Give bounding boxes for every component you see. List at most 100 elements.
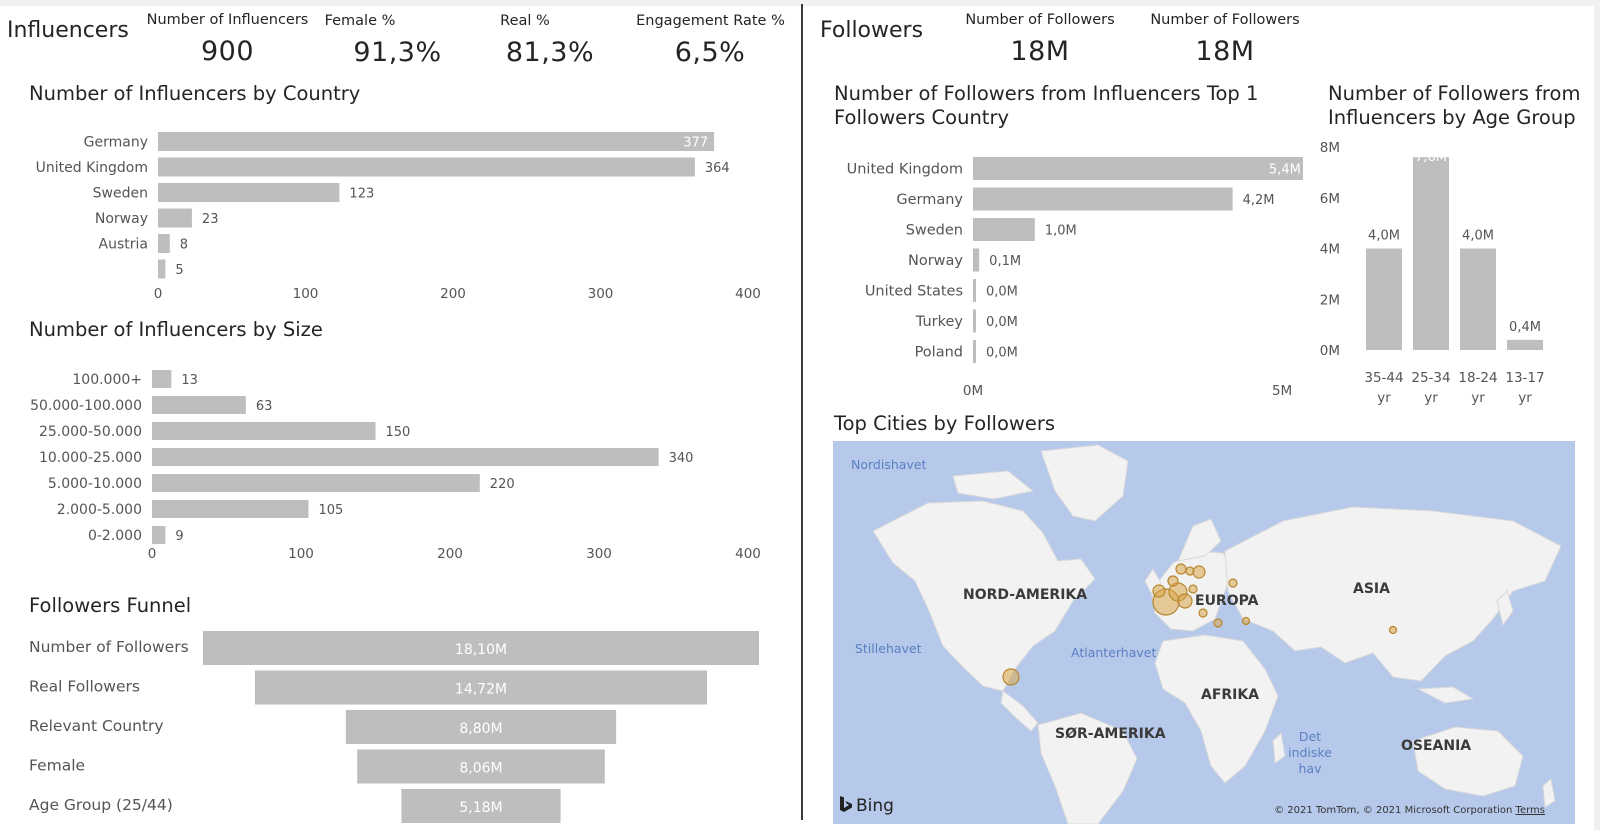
bar[interactable]: [158, 208, 192, 228]
top-cities-map[interactable]: Nordishavet Stillehavet Atlanterhavet De…: [833, 441, 1575, 824]
kpi-number-of-followers-label-2: Number of Followers: [1150, 12, 1300, 28]
funnel-chart-title: Followers Funnel: [29, 594, 192, 617]
bar[interactable]: [973, 248, 980, 272]
bar[interactable]: [158, 183, 340, 202]
bar[interactable]: [973, 340, 976, 363]
data-label: 23: [202, 212, 219, 227]
funnel-stage-label: Number of Followers: [29, 638, 189, 656]
bing-label: Bing: [856, 796, 894, 816]
right-edge: [1594, 0, 1600, 830]
city-bubble[interactable]: [1177, 593, 1193, 609]
bar[interactable]: [158, 157, 695, 177]
kpi-female-label: Female %: [324, 13, 396, 29]
column[interactable]: [1460, 248, 1496, 351]
bar[interactable]: [152, 370, 172, 388]
city-bubble[interactable]: [1241, 616, 1251, 626]
bar[interactable]: [152, 396, 246, 414]
bar[interactable]: [152, 474, 480, 492]
funnel-stage-label: Age Group (25/44): [29, 796, 173, 814]
continent-label-afrika: AFRIKA: [1201, 687, 1260, 703]
funnel-stage[interactable]: [357, 749, 605, 784]
continent-label-sor-amerika: SØR-AMERIKA: [1055, 726, 1166, 742]
bar[interactable]: [973, 279, 976, 302]
map-terms-link[interactable]: Terms: [1515, 805, 1545, 816]
country-bar-chart: Germany 377 United Kingdom 364 Sweden 123 Norw…: [36, 132, 761, 302]
city-bubble[interactable]: [1188, 584, 1198, 594]
bar[interactable]: [973, 157, 1303, 180]
tick-label: 400: [735, 286, 761, 302]
size-chart-title: Number of Influencers by Size: [29, 318, 323, 341]
category-label: 10.000-25.000: [39, 450, 142, 466]
tick-label: 100: [288, 546, 314, 562]
data-label: 364: [705, 161, 730, 176]
kpi-real-value: 81,3%: [505, 37, 595, 68]
category-label: Norway: [908, 253, 963, 269]
data-label: 8: [180, 238, 188, 253]
city-bubble[interactable]: [1192, 565, 1206, 579]
size-bar-chart: 100.000+ 13 50.000-100.000 63 25.000-50.000 1…: [30, 370, 761, 562]
city-bubble[interactable]: [1228, 578, 1238, 588]
ocean-label-atlanterhavet: Atlanterhavet: [1071, 645, 1157, 660]
funnel-stage[interactable]: [203, 631, 759, 665]
city-bubble[interactable]: [1167, 575, 1179, 587]
ocean-label-stillehavet: Stillehavet: [855, 641, 922, 656]
city-bubble[interactable]: [1152, 584, 1166, 598]
map-title: Top Cities by Followers: [834, 412, 1056, 435]
funnel-stage[interactable]: [401, 789, 561, 823]
column[interactable]: [1413, 157, 1449, 350]
column[interactable]: [1507, 339, 1543, 350]
followers-age-chart-title: Number of Followers from Influencers by …: [1328, 82, 1581, 129]
bar[interactable]: [152, 422, 376, 440]
category-label: Sweden: [906, 223, 963, 239]
funnel-value-label: 5,18M: [459, 800, 502, 816]
followers-section-title: Followers: [820, 18, 924, 43]
funnel-value-label: 8,06M: [459, 761, 502, 777]
funnel-stage-label: Female: [29, 757, 85, 775]
bar[interactable]: [973, 309, 976, 333]
data-label: 0,0M: [986, 346, 1018, 361]
bar[interactable]: [152, 448, 659, 466]
funnel-stage[interactable]: [254, 670, 708, 705]
category-label: 25-34: [1411, 370, 1450, 386]
data-label: 220: [490, 477, 515, 492]
bing-icon: [840, 796, 852, 812]
data-label: 0,0M: [986, 315, 1018, 330]
bar[interactable]: [152, 526, 166, 544]
data-label: 0,4M: [1509, 320, 1541, 335]
kpi-female-value: 91,3%: [353, 37, 442, 68]
bar[interactable]: [158, 259, 166, 279]
funnel-value-label: 14,72M: [455, 682, 507, 698]
data-label: 340: [669, 451, 694, 466]
tick-label: 200: [440, 286, 466, 302]
category-label: United States: [865, 284, 963, 300]
city-bubble[interactable]: [1213, 618, 1223, 628]
data-label: 4,0M: [1368, 229, 1400, 244]
category-label: 100.000+: [72, 372, 142, 388]
city-bubble[interactable]: [1175, 563, 1187, 575]
bar[interactable]: [158, 132, 715, 151]
city-bubble[interactable]: [1198, 608, 1208, 618]
tick-label: 0: [154, 286, 163, 302]
bar[interactable]: [158, 234, 170, 253]
funnel-stage[interactable]: [345, 710, 617, 744]
kpi-number-of-influencers-label: Number of Influencers: [146, 12, 309, 28]
bar[interactable]: [152, 500, 309, 518]
category-label-unit: yr: [1377, 390, 1391, 406]
city-bubble[interactable]: [1002, 668, 1020, 686]
bar[interactable]: [973, 187, 1233, 211]
funnel-stage-label: Real Followers: [29, 678, 140, 696]
top-band: [0, 0, 1600, 6]
column[interactable]: [1366, 248, 1402, 351]
data-label: 4,0M: [1462, 229, 1494, 244]
tick-label: 5M: [1272, 383, 1292, 399]
data-label: 13: [181, 373, 198, 388]
ocean-label-det-indiske-hav: Det indiske hav: [1288, 729, 1332, 776]
data-label: 4,2M: [1243, 193, 1275, 208]
city-bubble[interactable]: [1388, 625, 1398, 635]
category-label: 35-44: [1364, 370, 1403, 386]
category-label: United Kingdom: [847, 162, 963, 178]
kpi-real-label: Real %: [500, 13, 550, 29]
bar[interactable]: [973, 218, 1035, 241]
city-bubbles: [1002, 563, 1398, 686]
world-map-landmass: [872, 444, 1562, 824]
